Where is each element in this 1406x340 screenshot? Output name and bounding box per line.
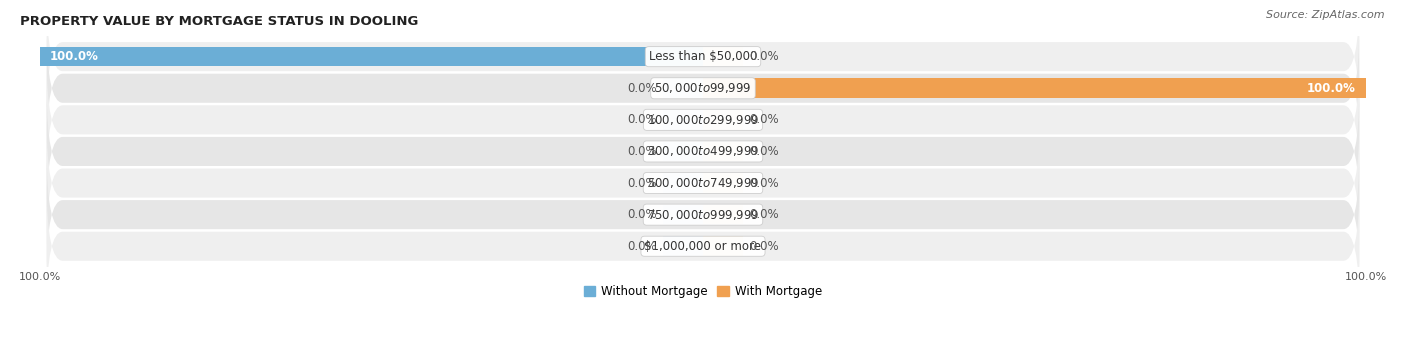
Bar: [703, 173, 742, 193]
Bar: [664, 110, 703, 130]
FancyBboxPatch shape: [46, 27, 1360, 150]
Text: 0.0%: 0.0%: [749, 50, 779, 63]
Text: 0.0%: 0.0%: [749, 176, 779, 189]
Bar: [664, 79, 703, 98]
Text: $50,000 to $99,999: $50,000 to $99,999: [654, 81, 752, 95]
Text: 0.0%: 0.0%: [749, 145, 779, 158]
Bar: [703, 110, 742, 130]
Bar: [703, 205, 742, 224]
Text: $750,000 to $999,999: $750,000 to $999,999: [647, 208, 759, 222]
FancyBboxPatch shape: [46, 90, 1360, 213]
Text: Source: ZipAtlas.com: Source: ZipAtlas.com: [1267, 10, 1385, 20]
Text: 0.0%: 0.0%: [627, 113, 657, 126]
FancyBboxPatch shape: [46, 122, 1360, 244]
Text: $1,000,000 or more: $1,000,000 or more: [644, 240, 762, 253]
Text: 0.0%: 0.0%: [627, 82, 657, 95]
Bar: [703, 47, 742, 66]
Text: 0.0%: 0.0%: [749, 208, 779, 221]
FancyBboxPatch shape: [46, 58, 1360, 181]
Bar: [41, 47, 703, 66]
Bar: [664, 236, 703, 256]
FancyBboxPatch shape: [46, 185, 1360, 308]
Text: 0.0%: 0.0%: [749, 113, 779, 126]
FancyBboxPatch shape: [46, 0, 1360, 118]
Text: 0.0%: 0.0%: [749, 240, 779, 253]
Text: $500,000 to $749,999: $500,000 to $749,999: [647, 176, 759, 190]
Text: $300,000 to $499,999: $300,000 to $499,999: [647, 144, 759, 158]
Bar: [664, 205, 703, 224]
FancyBboxPatch shape: [46, 153, 1360, 276]
Bar: [664, 173, 703, 193]
Text: 0.0%: 0.0%: [627, 176, 657, 189]
Bar: [703, 142, 742, 161]
Text: 0.0%: 0.0%: [627, 145, 657, 158]
Text: PROPERTY VALUE BY MORTGAGE STATUS IN DOOLING: PROPERTY VALUE BY MORTGAGE STATUS IN DOO…: [20, 15, 419, 28]
Text: 100.0%: 100.0%: [1308, 82, 1355, 95]
Text: 0.0%: 0.0%: [627, 240, 657, 253]
Legend: Without Mortgage, With Mortgage: Without Mortgage, With Mortgage: [579, 280, 827, 302]
Bar: [703, 79, 1365, 98]
Text: 0.0%: 0.0%: [627, 208, 657, 221]
Text: 100.0%: 100.0%: [51, 50, 98, 63]
Text: $100,000 to $299,999: $100,000 to $299,999: [647, 113, 759, 127]
Bar: [664, 142, 703, 161]
Text: Less than $50,000: Less than $50,000: [648, 50, 758, 63]
Bar: [703, 236, 742, 256]
